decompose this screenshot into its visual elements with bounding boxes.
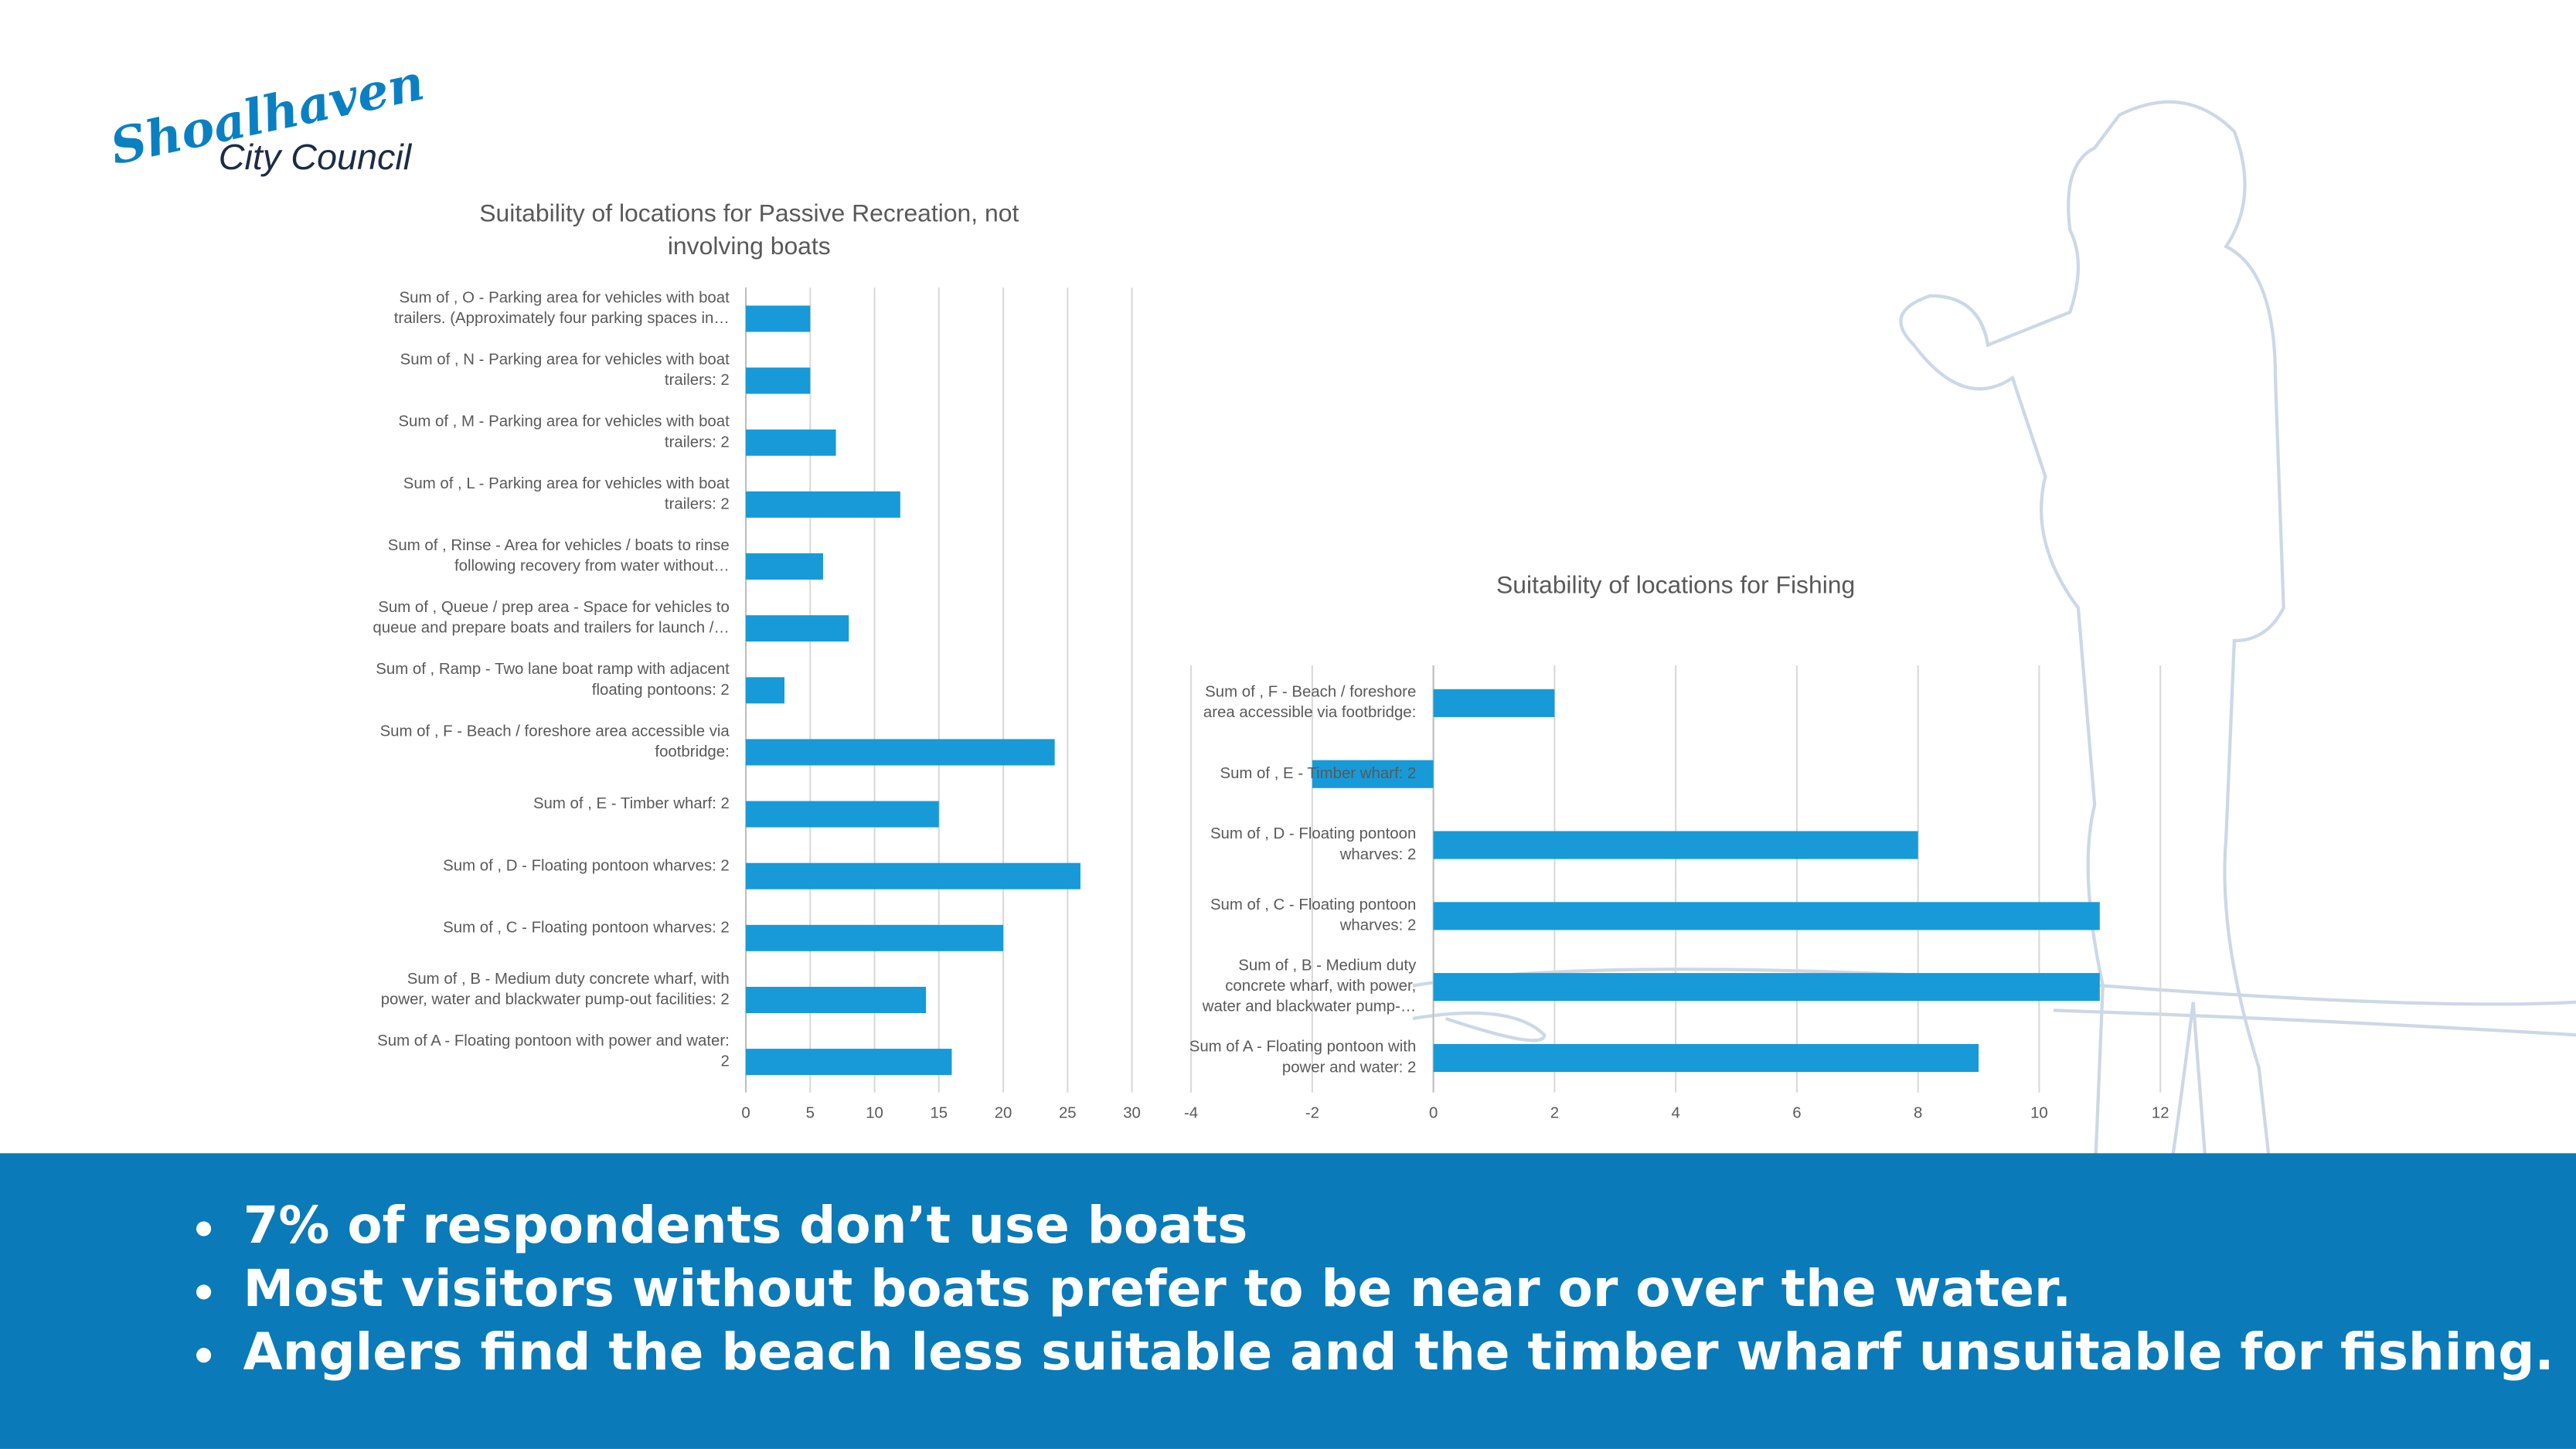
category-label: Sum of , F - Beach / foreshore area acces…	[1203, 684, 1416, 722]
bullet-text: Anglers find the beach less suitable and…	[243, 1322, 2554, 1382]
bar	[746, 739, 1055, 766]
category-label: Sum of A - Floating pontoon with power a…	[377, 1032, 730, 1070]
bar	[746, 553, 823, 580]
category-label: Sum of , Ramp - Two lane boat ramp with …	[376, 662, 730, 699]
x-tick-label: 0	[741, 1105, 750, 1122]
logo: Shoalhaven City Council	[106, 53, 430, 177]
x-tick-label: -2	[1305, 1105, 1319, 1122]
bullet-dot	[196, 1284, 212, 1300]
x-tick-label: 2	[1550, 1105, 1559, 1122]
category-label: Sum of , C - Floating pontoon wharves: 2	[1210, 896, 1416, 934]
category-label: Sum of , O - Parking area for vehicles w…	[394, 290, 730, 328]
bar	[1433, 902, 2100, 930]
x-tick-label: 4	[1671, 1105, 1679, 1122]
category-label: Sum of , F - Beach / foreshore area acce…	[380, 723, 730, 761]
x-tick-label: 5	[806, 1105, 815, 1122]
bar	[1433, 1043, 1979, 1073]
category-label: Sum of , D - Floating pontoon wharves: 2	[1210, 826, 1416, 864]
x-tick-label: 0	[1429, 1105, 1438, 1122]
category-label: Sum of , C - Floating pontoon wharves: 2	[443, 919, 730, 936]
bar	[1433, 831, 1918, 859]
category-label: Sum of , B - Medium duty concrete wharf,…	[381, 971, 730, 1009]
x-tick-label: 10	[2030, 1105, 2048, 1122]
bar	[746, 429, 836, 456]
x-tick-label: 25	[1059, 1105, 1077, 1122]
bullet-dot	[196, 1221, 212, 1236]
chart-title: Suitability of locations for Passive Rec…	[479, 199, 1019, 260]
category-label: Sum of , E - Timber wharf: 2	[1220, 765, 1416, 782]
bullet-dot	[196, 1348, 212, 1363]
bar	[1312, 760, 1434, 788]
bar	[746, 986, 927, 1013]
bar	[746, 1049, 952, 1076]
x-tick-label: -4	[1184, 1105, 1198, 1122]
bar	[746, 677, 784, 704]
bar	[746, 305, 811, 332]
category-label: Sum of , Rinse - Area for vehicles / boa…	[388, 537, 730, 575]
x-tick-label: 15	[930, 1105, 948, 1122]
bar	[746, 924, 1004, 951]
category-label: Sum of , B - Medium duty concrete wharf, …	[1202, 957, 1417, 1015]
x-tick-label: 30	[1123, 1105, 1141, 1122]
x-tick-label: 10	[866, 1105, 883, 1122]
category-label: Sum of , Queue / prep area - Space for v…	[373, 600, 729, 638]
category-label: Sum of , L - Parking area for vehicles w…	[403, 475, 730, 513]
bar	[746, 491, 900, 518]
bar	[1433, 973, 2100, 1002]
bar	[1433, 689, 1555, 717]
x-tick-label: 12	[2152, 1105, 2169, 1122]
footer-band	[0, 1153, 2576, 1449]
bullet-text: 7% of respondents don’t use boats	[243, 1196, 1248, 1255]
category-label: Sum of , E - Timber wharf: 2	[533, 795, 730, 812]
bullet-text: Most visitors without boats prefer to be…	[243, 1259, 2072, 1318]
x-tick-label: 6	[1792, 1105, 1801, 1122]
bar	[746, 367, 811, 394]
category-label: Sum of , D - Floating pontoon wharves: 2	[443, 857, 730, 874]
x-tick-label: 20	[995, 1105, 1012, 1122]
category-label: Sum of A - Floating pontoon with power an…	[1189, 1039, 1417, 1077]
category-label: Sum of , N - Parking area for vehicles w…	[400, 352, 730, 389]
x-tick-label: 8	[1914, 1105, 1922, 1122]
bar	[746, 862, 1080, 889]
bar	[746, 801, 939, 828]
category-label: Sum of , M - Parking area for vehicles w…	[398, 413, 730, 451]
chart-title: Suitability of locations for Fishing	[1496, 570, 1855, 598]
bar	[746, 615, 849, 642]
logo-subtitle: City Council	[219, 137, 413, 177]
